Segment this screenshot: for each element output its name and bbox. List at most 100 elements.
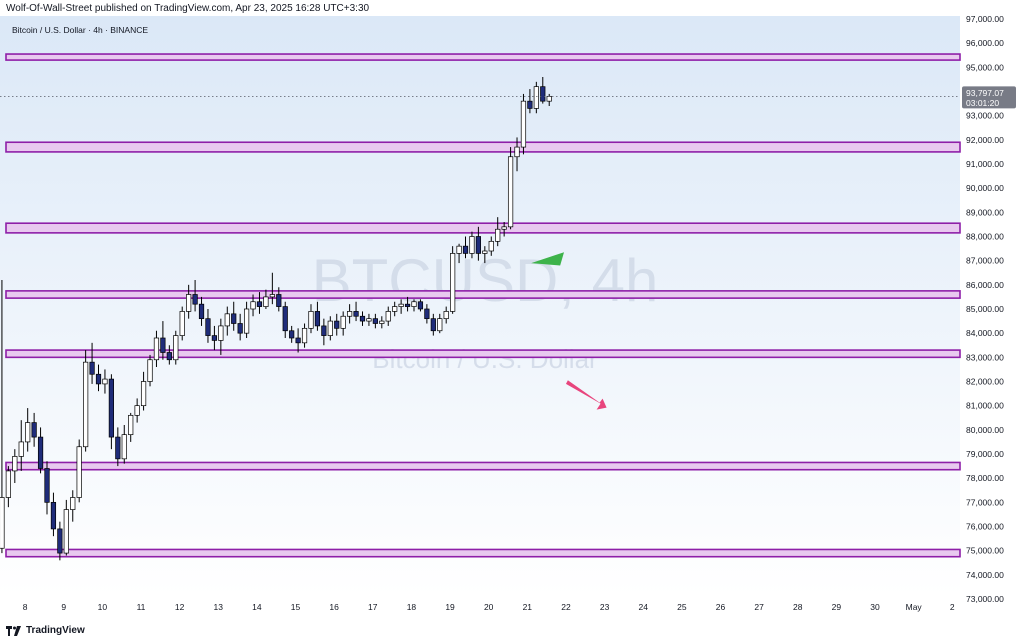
- candle-bullish: [437, 318, 443, 332]
- tradingview-logo-text: TradingView: [26, 625, 85, 636]
- candle-bearish: [44, 468, 50, 503]
- candle-bearish: [289, 330, 295, 339]
- tradingview-logo-icon: [6, 625, 21, 636]
- x-tick-label: 12: [175, 602, 185, 612]
- y-tick-label: 81,000.00: [966, 401, 1004, 411]
- y-tick-label: 82,000.00: [966, 377, 1004, 387]
- y-tick-label: 92,000.00: [966, 135, 1004, 145]
- y-tick-label: 77,000.00: [966, 497, 1004, 507]
- x-tick-label: 19: [445, 602, 455, 612]
- candle-bearish: [321, 325, 327, 336]
- resistance-zone-7[interactable]: [5, 548, 961, 558]
- resistance-zone-5[interactable]: [5, 349, 961, 359]
- price-axis-background[interactable]: [960, 16, 1024, 621]
- candle-bullish: [301, 327, 308, 344]
- tradingview-logo[interactable]: TradingView: [6, 625, 85, 636]
- x-tick-label: 20: [484, 602, 494, 612]
- candle-bullish: [533, 86, 539, 109]
- candle-bullish: [340, 315, 346, 329]
- candle-bullish: [263, 296, 269, 307]
- current-price-badge: [962, 86, 1016, 109]
- x-tick-label: 24: [638, 602, 648, 612]
- y-tick-label: 79,000.00: [966, 449, 1004, 459]
- y-tick-label: 83,000.00: [966, 352, 1004, 362]
- candle-bullish: [450, 253, 456, 312]
- chart-title: Bitcoin / U.S. Dollar · 4h · BINANCE: [12, 25, 148, 35]
- candle-bearish: [540, 86, 546, 102]
- y-tick-label: 93,000.00: [966, 111, 1004, 121]
- candle-bullish: [102, 378, 108, 385]
- plot-background: [0, 16, 960, 596]
- candle-bearish: [166, 352, 172, 361]
- candle-bullish: [83, 361, 89, 448]
- candle-bearish: [430, 318, 436, 332]
- candle-bullish: [76, 446, 82, 498]
- candle-bearish: [160, 337, 166, 353]
- x-tick-label: 16: [329, 602, 339, 612]
- candle-bearish: [404, 303, 411, 307]
- candle-bullish: [25, 422, 31, 443]
- candle-bearish: [276, 294, 282, 307]
- candle-bearish: [231, 313, 237, 324]
- pink-arrow-icon: [565, 380, 607, 410]
- y-tick-label: 85,000.00: [966, 304, 1004, 314]
- candle-bearish: [31, 422, 37, 438]
- resistance-zone-2[interactable]: [5, 141, 961, 153]
- candle-bullish: [140, 381, 147, 407]
- y-tick-label: 96,000.00: [966, 38, 1004, 48]
- y-tick-label: 84,000.00: [966, 328, 1004, 338]
- y-tick-label: 90,000.00: [966, 183, 1004, 193]
- x-tick-label: 15: [291, 602, 301, 612]
- x-tick-label: 14: [252, 602, 262, 612]
- candle-bullish: [488, 240, 494, 252]
- candle-bullish: [121, 434, 127, 460]
- candle-bullish: [0, 497, 5, 549]
- resistance-zone-4[interactable]: [5, 290, 961, 299]
- resistance-zone-3[interactable]: [5, 222, 961, 234]
- y-tick-label: 86,000.00: [966, 280, 1004, 290]
- candle-bearish: [334, 320, 340, 329]
- candle-bullish: [5, 470, 11, 498]
- x-tick-label: 11: [137, 602, 146, 612]
- x-tick-label: 29: [832, 602, 842, 612]
- candle-bearish: [359, 315, 366, 322]
- x-tick-label: 21: [523, 602, 533, 612]
- candle-bearish: [50, 501, 57, 530]
- resistance-zone-6[interactable]: [5, 461, 961, 471]
- candle-bearish: [237, 323, 243, 334]
- resistance-zone-1[interactable]: [5, 53, 961, 61]
- x-tick-label: 23: [600, 602, 610, 612]
- candle-bearish: [89, 361, 95, 375]
- candle-bearish: [475, 236, 481, 254]
- footer: TradingView: [0, 621, 1024, 643]
- candle-bearish: [527, 100, 533, 109]
- candle-bullish: [443, 311, 449, 320]
- x-tick-label: 28: [793, 602, 803, 612]
- x-tick-label: 17: [368, 602, 378, 612]
- candle-bullish: [147, 359, 153, 382]
- candle-bearish: [115, 436, 121, 460]
- candle-bearish: [424, 308, 430, 320]
- candle-bearish: [256, 301, 263, 307]
- candle-bullish: [153, 337, 160, 361]
- candle-bearish: [417, 301, 424, 310]
- candle-bullish: [507, 156, 514, 228]
- candle-bullish: [366, 318, 372, 322]
- candle-bullish: [347, 311, 353, 317]
- candle-bearish: [95, 373, 102, 385]
- candle-bullish: [398, 303, 404, 307]
- x-tick-label: 18: [407, 602, 417, 612]
- x-tick-label: 9: [61, 602, 66, 612]
- candle-bullish: [128, 414, 134, 436]
- x-tick-label: 22: [561, 602, 571, 612]
- candle-bullish: [18, 441, 24, 457]
- candle-bullish: [385, 311, 391, 322]
- candle-bullish: [520, 100, 527, 148]
- candle-bearish: [211, 335, 218, 341]
- candle-bullish: [327, 320, 333, 336]
- green-arrow-icon: [531, 252, 565, 266]
- candle-bearish: [57, 528, 63, 554]
- y-tick-label: 91,000.00: [966, 159, 1004, 169]
- time-axis-background[interactable]: [0, 596, 960, 621]
